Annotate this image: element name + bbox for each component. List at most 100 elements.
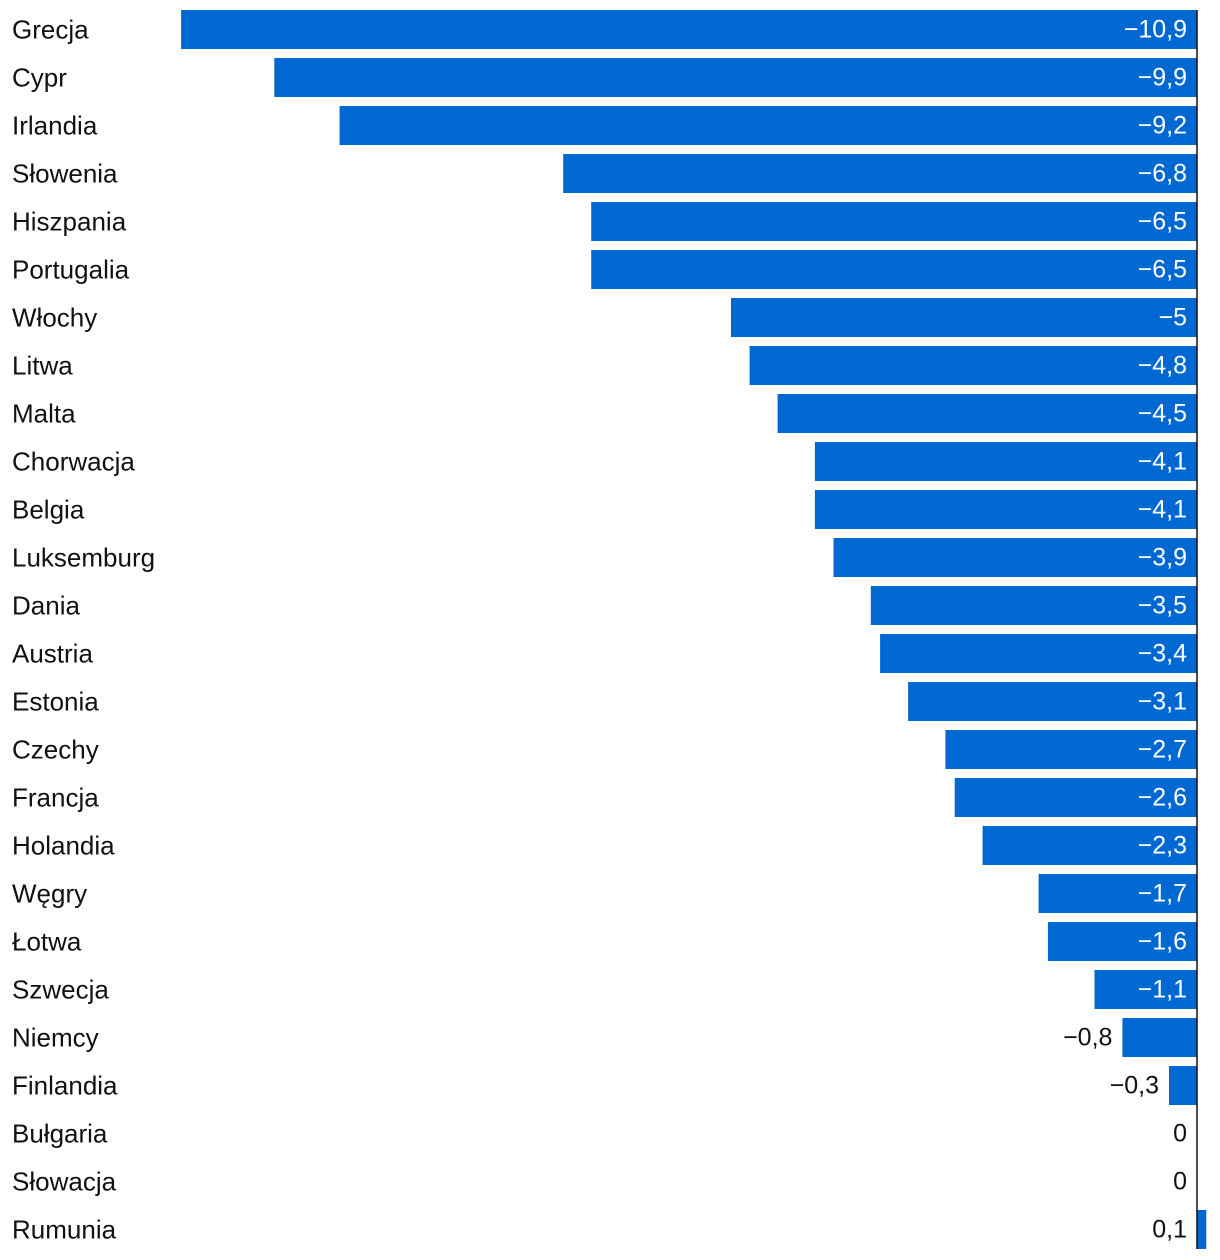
value-label: 0 xyxy=(1173,1120,1187,1148)
value-label: −2,6 xyxy=(1138,784,1187,812)
value-label: −1,7 xyxy=(1138,880,1187,908)
bar xyxy=(908,682,1197,721)
bar xyxy=(1047,922,1197,961)
category-label: Bułgaria xyxy=(12,1119,108,1149)
category-label: Finlandia xyxy=(12,1071,118,1101)
value-label: −10,9 xyxy=(1124,16,1187,44)
bar xyxy=(274,58,1197,97)
category-label: Dania xyxy=(12,591,80,621)
value-label: −4,1 xyxy=(1138,448,1187,476)
bar xyxy=(814,442,1197,481)
category-label: Malta xyxy=(12,399,76,429)
value-label: −9,2 xyxy=(1138,112,1187,140)
value-label: −1,6 xyxy=(1138,928,1187,956)
category-label: Estonia xyxy=(12,687,99,717)
category-label: Słowenia xyxy=(12,159,118,189)
bar-row: Niemcy −0,8 xyxy=(12,1018,1197,1057)
value-label: −3,5 xyxy=(1138,592,1187,620)
bar-row: Łotwa −1,6 xyxy=(12,922,1197,961)
bar-row: Szwecja −1,1 xyxy=(12,970,1197,1009)
category-label: Litwa xyxy=(12,351,73,381)
value-label: −0,3 xyxy=(1110,1072,1159,1100)
bar xyxy=(1169,1066,1197,1105)
bar-row: Włochy −5 xyxy=(12,298,1197,337)
category-label: Belgia xyxy=(12,495,85,525)
bar-row: Węgry −1,7 xyxy=(12,874,1197,913)
bar-row: Malta −4,5 xyxy=(12,394,1197,433)
bar xyxy=(954,778,1197,817)
bar xyxy=(982,826,1197,865)
category-label: Irlandia xyxy=(12,111,98,141)
bar xyxy=(1038,874,1197,913)
bar-row: Słowacja 0 xyxy=(12,1167,1187,1197)
bar-row: Chorwacja −4,1 xyxy=(12,442,1197,481)
bar-row: Belgia −4,1 xyxy=(12,490,1197,529)
category-label: Włochy xyxy=(12,303,97,333)
bar-row: Estonia −3,1 xyxy=(12,682,1197,721)
category-label: Rumunia xyxy=(12,1215,117,1245)
value-label: −9,9 xyxy=(1138,64,1187,92)
value-label: −4,8 xyxy=(1138,352,1187,380)
bar-row: Finlandia −0,3 xyxy=(12,1066,1197,1105)
bar-row: Dania −3,5 xyxy=(12,586,1197,625)
value-label: −5 xyxy=(1158,304,1187,332)
bar xyxy=(1122,1018,1197,1057)
value-label: −3,9 xyxy=(1138,544,1187,572)
category-label: Szwecja xyxy=(12,975,109,1005)
bar-row: Rumunia 0,1 xyxy=(12,1210,1207,1249)
bar xyxy=(339,106,1198,145)
bar xyxy=(814,490,1197,529)
bar-row: Bułgaria 0 xyxy=(12,1119,1187,1149)
bar xyxy=(1197,1210,1207,1249)
category-label: Portugalia xyxy=(12,255,130,285)
bar xyxy=(880,634,1197,673)
bar-row: Luksemburg −3,9 xyxy=(12,538,1197,577)
value-label: −4,1 xyxy=(1138,496,1187,524)
bar-row: Grecja −10,9 xyxy=(12,10,1198,49)
category-label: Węgry xyxy=(12,879,87,909)
value-label: −3,1 xyxy=(1138,688,1187,716)
bar xyxy=(833,538,1197,577)
bar-row: Irlandia −9,2 xyxy=(12,106,1198,145)
bar xyxy=(591,202,1197,241)
value-label: −0,8 xyxy=(1063,1024,1112,1052)
bar-row: Portugalia −6,5 xyxy=(12,250,1197,289)
bar-row: Cypr −9,9 xyxy=(12,58,1197,97)
value-label: −6,5 xyxy=(1138,256,1187,284)
category-label: Luksemburg xyxy=(12,543,155,573)
bar xyxy=(731,298,1197,337)
bar xyxy=(945,730,1197,769)
bar-row: Austria −3,4 xyxy=(12,634,1197,673)
category-label: Czechy xyxy=(12,735,99,765)
value-label: 0,1 xyxy=(1152,1216,1187,1244)
category-label: Austria xyxy=(12,639,93,669)
category-label: Łotwa xyxy=(12,927,82,957)
bar-row: Francja −2,6 xyxy=(12,778,1197,817)
value-label: −6,5 xyxy=(1138,208,1187,236)
bar xyxy=(181,10,1198,49)
category-label: Francja xyxy=(12,783,99,813)
category-label: Hiszpania xyxy=(12,207,127,237)
bar-row: Litwa −4,8 xyxy=(12,346,1197,385)
category-label: Grecja xyxy=(12,15,89,45)
bar xyxy=(749,346,1197,385)
category-label: Niemcy xyxy=(12,1023,99,1053)
bar-row: Holandia −2,3 xyxy=(12,826,1197,865)
value-label: −6,8 xyxy=(1138,160,1187,188)
bar-row: Słowenia −6,8 xyxy=(12,154,1197,193)
category-label: Słowacja xyxy=(12,1167,117,1197)
bar xyxy=(563,154,1197,193)
category-label: Cypr xyxy=(12,63,67,93)
bar xyxy=(870,586,1197,625)
bar-row: Czechy −2,7 xyxy=(12,730,1197,769)
bar-row: Hiszpania −6,5 xyxy=(12,202,1197,241)
bar xyxy=(1094,970,1197,1009)
bar xyxy=(777,394,1197,433)
bar xyxy=(591,250,1197,289)
value-label: 0 xyxy=(1173,1168,1187,1196)
value-label: −2,7 xyxy=(1138,736,1187,764)
category-label: Chorwacja xyxy=(12,447,135,477)
category-label: Holandia xyxy=(12,831,115,861)
